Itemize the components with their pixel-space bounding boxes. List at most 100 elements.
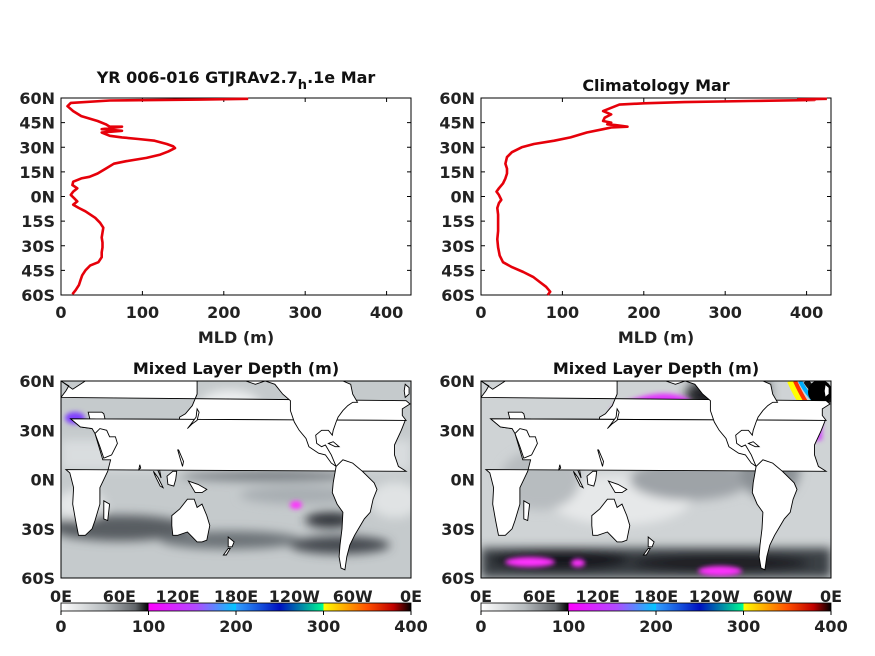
- colorbar-tick-label: 200: [639, 617, 672, 636]
- lon-tick-label: 60W: [333, 587, 373, 606]
- colorbar-tick-label: 0: [55, 617, 66, 636]
- landmass: [558, 464, 562, 471]
- landmass: [607, 407, 620, 429]
- x-tick-label: 300: [288, 303, 321, 322]
- landmass: [103, 500, 111, 522]
- y-tick-label: 45N: [19, 114, 55, 133]
- lat-tick-label: 0N: [30, 471, 55, 490]
- lon-tick-label: 180E: [214, 587, 258, 606]
- lat-tick-label: 30N: [19, 421, 55, 440]
- x-tick-label: 200: [627, 303, 660, 322]
- panel-title-climatology: Climatology Mar: [582, 76, 729, 95]
- landmass: [403, 383, 410, 399]
- landmass: [597, 449, 604, 467]
- plot-area: [480, 97, 832, 296]
- colorbar-tick-label: 300: [727, 617, 760, 636]
- landmass: [747, 441, 761, 448]
- landmass: [331, 459, 378, 571]
- landmass: [642, 548, 651, 556]
- lon-tick-label: 120W: [689, 587, 740, 606]
- x-tick-label: 200: [207, 303, 240, 322]
- landmass: [94, 428, 118, 459]
- colorbar-tick-label: 100: [552, 617, 585, 636]
- lon-tick-label: 0E: [470, 587, 492, 606]
- x-tick-label: 0: [55, 303, 66, 322]
- landmass: [514, 428, 538, 459]
- landmass: [222, 548, 231, 556]
- landmass: [823, 383, 830, 399]
- landmass: [227, 536, 235, 548]
- y-tick-label: 0N: [450, 188, 475, 207]
- map-panel-model: Mixed Layer Depth (m): [19, 359, 427, 636]
- x-tick-label: 400: [370, 303, 403, 322]
- mld-profile-line: [495, 97, 827, 296]
- y-tick-label: 60N: [439, 89, 475, 108]
- landmass: [171, 498, 211, 543]
- lat-tick-label: 0N: [450, 471, 475, 490]
- landmass: [572, 471, 585, 489]
- landmass: [591, 498, 631, 543]
- landmass: [523, 500, 531, 522]
- mld-profile-line: [66, 97, 249, 296]
- x-tick-label: 0: [475, 303, 486, 322]
- x-axis-label: MLD (m): [618, 328, 694, 347]
- lon-tick-label: 60E: [523, 587, 556, 606]
- landmass: [245, 381, 359, 468]
- colorbar-tick-label: 300: [307, 617, 340, 636]
- y-tick-label: 15N: [19, 163, 55, 182]
- x-tick-label: 400: [790, 303, 823, 322]
- y-tick-label: 15N: [439, 163, 475, 182]
- axis-ticks: 0 100 200 300 400 60N 45N 30N 15N 0N 15S 30S 45S 60S: [19, 89, 411, 322]
- lat-tick-label: 60N: [439, 372, 475, 391]
- lon-tick-label: 180E: [634, 587, 678, 606]
- y-tick-label: 45S: [441, 261, 475, 280]
- lat-tick-label: 60S: [441, 569, 475, 588]
- landmass: [166, 470, 178, 487]
- lon-tick-label: 120E: [576, 587, 620, 606]
- y-tick-label: 60S: [21, 286, 55, 305]
- y-tick-label: 45S: [21, 261, 55, 280]
- y-tick-label: 30S: [21, 237, 55, 256]
- colorbar-tick-label: 400: [814, 617, 847, 636]
- y-tick-label: 15S: [441, 212, 475, 231]
- lon-tick-label: 60W: [753, 587, 793, 606]
- axis-ticks: 0 100 200 300 400 60N 45N 30N 15N 0N 15S 30S 45S 60S: [439, 89, 831, 322]
- colorbar-tick-label: 100: [132, 617, 165, 636]
- map-panel-climatology: Mixed Layer Depth (m): [439, 359, 847, 636]
- lat-tick-label: 30S: [441, 520, 475, 539]
- panel-title-model: YR 006-016 GTJRAv2.7h.1e Mar: [96, 68, 376, 93]
- y-tick-label: 30N: [19, 138, 55, 157]
- lat-tick-label: 30S: [21, 520, 55, 539]
- landmass: [647, 536, 655, 548]
- lon-tick-label: 120W: [269, 587, 320, 606]
- lat-tick-label: 30N: [439, 421, 475, 440]
- x-tick-label: 100: [126, 303, 159, 322]
- colorbar-tick-label: 0: [475, 617, 486, 636]
- landmass: [751, 459, 798, 571]
- lon-tick-label: 120E: [156, 587, 200, 606]
- landmass: [152, 471, 165, 489]
- x-tick-label: 300: [708, 303, 741, 322]
- landmass: [177, 449, 184, 467]
- mld-field: [481, 381, 831, 578]
- colorbar-tick-label: 400: [394, 617, 427, 636]
- x-axis-label: MLD (m): [198, 328, 274, 347]
- lon-tick-label: 60E: [103, 587, 136, 606]
- colorbar: 0 100 200 300 400: [475, 602, 848, 636]
- landmass: [665, 381, 779, 468]
- lon-tick-label: 0E: [820, 587, 842, 606]
- profile-panel-climatology: Climatology Mar 0 100 200 300 400 60N 45N 30N 15…: [439, 76, 832, 347]
- x-tick-label: 100: [546, 303, 579, 322]
- landmass: [138, 464, 142, 471]
- y-tick-label: 0N: [30, 188, 55, 207]
- landmass: [327, 441, 341, 448]
- landmass: [586, 470, 598, 487]
- map-title-model: Mixed Layer Depth (m): [133, 359, 339, 378]
- y-tick-label: 45N: [439, 114, 475, 133]
- lon-tick-label: 0E: [50, 587, 72, 606]
- lat-tick-label: 60S: [21, 569, 55, 588]
- y-tick-label: 60S: [441, 286, 475, 305]
- y-tick-label: 60N: [19, 89, 55, 108]
